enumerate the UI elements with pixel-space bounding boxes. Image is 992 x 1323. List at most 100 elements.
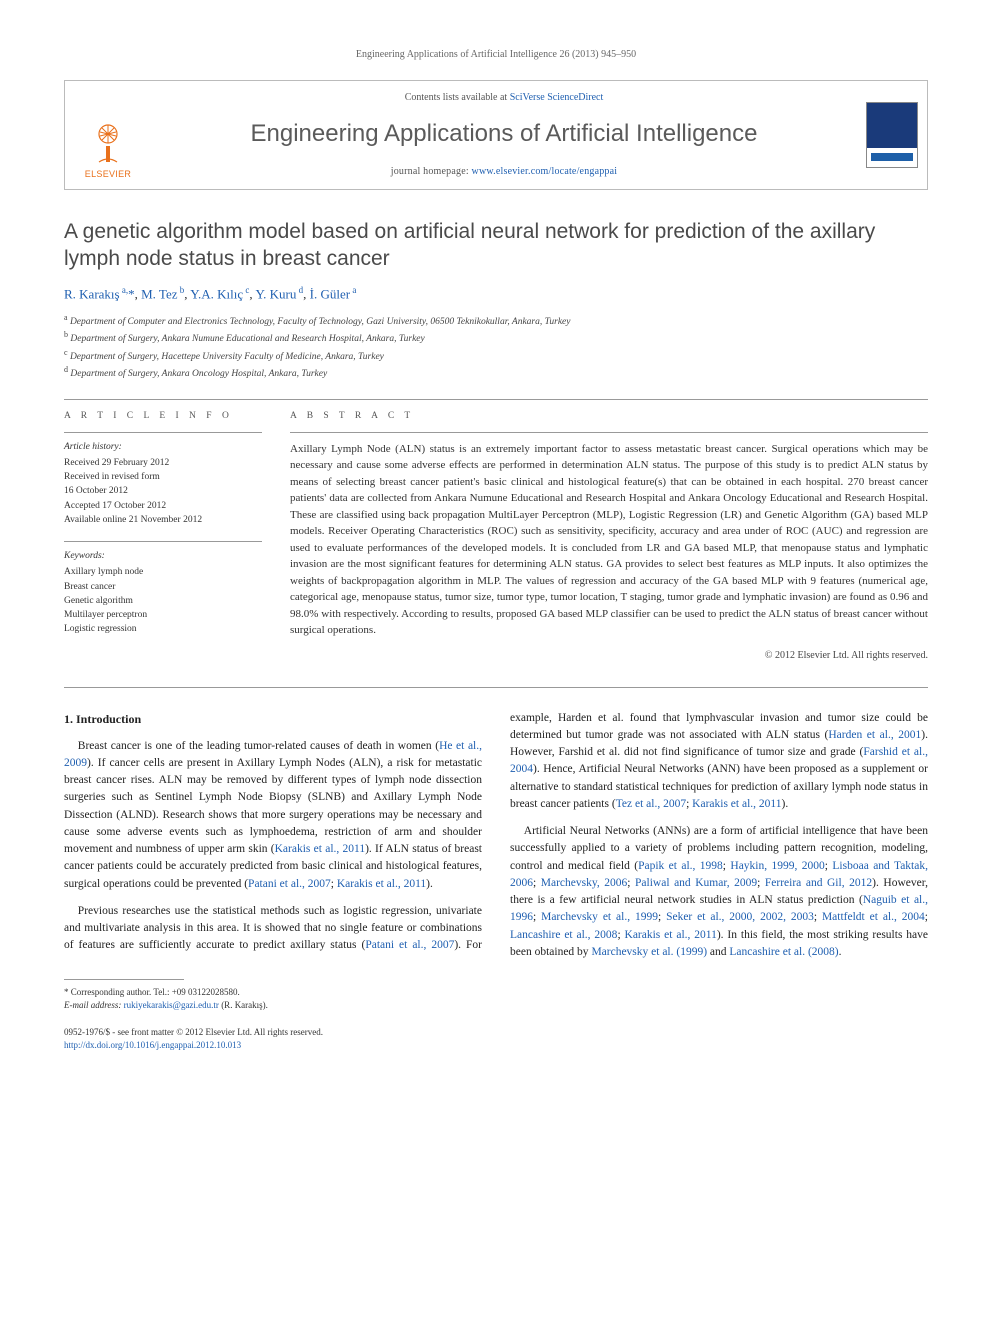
keyword: Breast cancer: [64, 580, 262, 594]
section-number: 1.: [64, 712, 73, 726]
author-link[interactable]: Y. Kuru: [255, 287, 296, 302]
affiliation-sup: c: [64, 348, 68, 357]
affiliation: b Department of Surgery, Ankara Numune E…: [64, 329, 928, 346]
affiliation: d Department of Surgery, Ankara Oncology…: [64, 364, 928, 381]
journal-homepage-link[interactable]: www.elsevier.com/locate/engappai: [472, 166, 618, 177]
corr-label: * Corresponding author. Tel.:: [64, 987, 172, 997]
footer-block: 0952-1976/$ - see front matter © 2012 El…: [64, 1026, 928, 1051]
citation-link[interactable]: Papik et al., 1998: [638, 860, 723, 872]
citation-link[interactable]: Patani et al., 2007: [365, 939, 454, 951]
text-run: ;: [925, 911, 928, 923]
keyword: Logistic regression: [64, 622, 262, 636]
citation-link[interactable]: Lancashire et al., 2008: [510, 929, 617, 941]
issn-line: 0952-1976/$ - see front matter © 2012 El…: [64, 1026, 928, 1039]
publisher-logo-block: ELSEVIER: [65, 81, 151, 189]
divider: [64, 399, 928, 400]
text-run: ).: [426, 878, 433, 890]
affiliation-sup: b: [64, 330, 68, 339]
journal-name: Engineering Applications of Artificial I…: [155, 117, 853, 151]
text-run: Breast cancer is one of the leading tumo…: [78, 740, 439, 752]
email-link[interactable]: rukiyekarakis@gazi.edu.tr: [124, 1000, 219, 1010]
author-list: R. Karakış a,*, M. Tez b, Y.A. Kılıç c, …: [64, 284, 928, 304]
affiliation-sup: a: [64, 313, 68, 322]
citation-link[interactable]: Karakis et al., 2011: [337, 878, 426, 890]
author-link[interactable]: Y.A. Kılıç: [190, 287, 243, 302]
affiliation: a Department of Computer and Electronics…: [64, 312, 928, 329]
affiliation-list: a Department of Computer and Electronics…: [64, 312, 928, 382]
author-aff-sup: b: [178, 285, 185, 295]
email-label: E-mail address:: [64, 1000, 124, 1010]
divider: [64, 687, 928, 688]
citation-link[interactable]: Lancashire et al. (2008): [729, 946, 838, 958]
author-link[interactable]: R. Karakış: [64, 287, 120, 302]
homepage-prefix: journal homepage:: [391, 166, 472, 177]
footnote-divider: [64, 979, 184, 980]
citation-link[interactable]: Marchevsky, 2006: [541, 877, 628, 889]
abstract-heading: A B S T R A C T: [290, 410, 928, 423]
article-info-heading: A R T I C L E I N F O: [64, 410, 262, 423]
email-who: (R. Karakış).: [219, 1000, 268, 1010]
text-run: .: [839, 946, 842, 958]
abstract-col: A B S T R A C T Axillary Lymph Node (ALN…: [290, 410, 928, 662]
divider: [290, 432, 928, 433]
text-run: and: [707, 946, 729, 958]
history-line: Received in revised form: [64, 470, 262, 484]
citation-link[interactable]: Patani et al., 2007: [248, 878, 331, 890]
divider: [64, 541, 262, 542]
section-heading: 1. Introduction: [64, 710, 482, 728]
author-link[interactable]: M. Tez: [141, 287, 177, 302]
citation-link[interactable]: Tez et al., 2007: [616, 798, 686, 810]
citation-link[interactable]: Karakis et al., 2011: [692, 798, 781, 810]
keywords: Keywords: Axillary lymph node Breast can…: [64, 550, 262, 637]
text-run: ;: [814, 911, 822, 923]
citation-link[interactable]: Ferreira and Gil, 2012: [765, 877, 872, 889]
keyword: Multilayer perceptron: [64, 608, 262, 622]
journal-cover-thumb: [866, 102, 918, 168]
affiliation: c Department of Surgery, Hacettepe Unive…: [64, 347, 928, 364]
corr-tel: +09 03122028580.: [172, 987, 240, 997]
keyword: Genetic algorithm: [64, 594, 262, 608]
masthead-inner: ELSEVIER Contents lists available at Sci…: [65, 81, 927, 189]
info-abstract-row: A R T I C L E I N F O Article history: R…: [64, 410, 928, 662]
citation-link[interactable]: Paliwal and Kumar, 2009: [635, 877, 757, 889]
contents-line: Contents lists available at SciVerse Sci…: [155, 91, 853, 105]
article-info-col: A R T I C L E I N F O Article history: R…: [64, 410, 262, 662]
running-head: Engineering Applications of Artificial I…: [64, 48, 928, 62]
citation-link[interactable]: Harden et al., 2001: [828, 729, 921, 741]
sciencedirect-link[interactable]: SciVerse ScienceDirect: [510, 92, 604, 103]
journal-cover-thumb-wrap: [857, 81, 927, 189]
text-run: ;: [658, 911, 666, 923]
homepage-line: journal homepage: www.elsevier.com/locat…: [155, 165, 853, 179]
affiliation-text: Department of Computer and Electronics T…: [70, 317, 571, 327]
author-aff-sup: a,: [120, 285, 129, 295]
keywords-label: Keywords:: [64, 550, 262, 563]
body-paragraph: Breast cancer is one of the leading tumo…: [64, 738, 482, 893]
history-label: Article history:: [64, 441, 262, 454]
article-title: A genetic algorithm model based on artif…: [64, 218, 928, 273]
citation-link[interactable]: Karakis et al., 2011: [625, 929, 717, 941]
text-run: ;: [617, 929, 624, 941]
citation-link[interactable]: Karakis et al., 2011: [275, 843, 365, 855]
history-line: Available online 21 November 2012: [64, 513, 262, 527]
affiliation-text: Department of Surgery, Ankara Numune Edu…: [70, 334, 424, 344]
masthead: ELSEVIER Contents lists available at Sci…: [64, 80, 928, 190]
history-line: Accepted 17 October 2012: [64, 499, 262, 513]
text-run: ).: [781, 798, 788, 810]
history-line: Received 29 February 2012: [64, 456, 262, 470]
body-paragraph: Artificial Neural Networks (ANNs) are a …: [510, 823, 928, 961]
text-run: ;: [757, 877, 765, 889]
citation-link[interactable]: Mattfeldt et al., 2004: [822, 911, 925, 923]
page-root: Engineering Applications of Artificial I…: [0, 0, 992, 1091]
publisher-label: ELSEVIER: [85, 168, 131, 181]
email-note: E-mail address: rukiyekarakis@gazi.edu.t…: [64, 999, 928, 1012]
corresponding-marker[interactable]: *: [128, 287, 135, 302]
author-link[interactable]: İ. Güler: [310, 287, 350, 302]
citation-link[interactable]: Marchevsky et al., 1999: [541, 911, 658, 923]
text-run: ). If cancer cells are present in Axilla…: [64, 757, 482, 855]
corresponding-author-note: * Corresponding author. Tel.: +09 031220…: [64, 986, 928, 999]
author-aff-sup: a: [350, 285, 356, 295]
citation-link[interactable]: Seker et al., 2000, 2002, 2003: [666, 911, 814, 923]
citation-link[interactable]: Haykin, 1999, 2000: [730, 860, 824, 872]
doi-link[interactable]: http://dx.doi.org/10.1016/j.engappai.201…: [64, 1040, 241, 1050]
citation-link[interactable]: Marchevsky et al. (1999): [591, 946, 707, 958]
